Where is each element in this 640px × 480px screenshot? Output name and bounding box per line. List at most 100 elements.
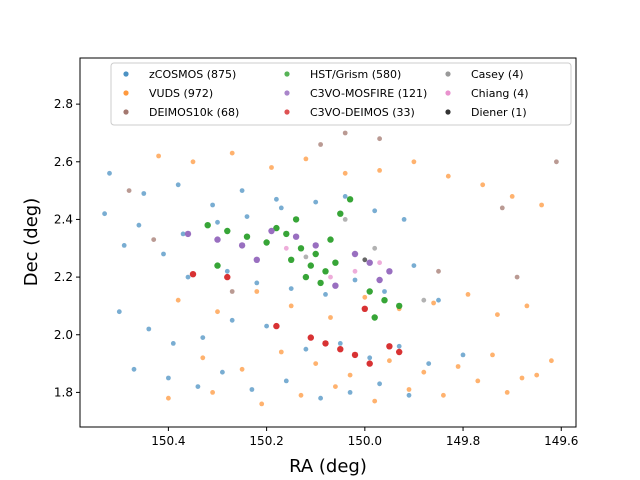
data-point xyxy=(441,392,446,398)
data-point xyxy=(475,378,481,384)
legend-entry: zCOSMOS (875) xyxy=(149,68,236,81)
data-point xyxy=(351,250,359,258)
data-point xyxy=(504,390,510,395)
data-point xyxy=(298,392,304,398)
data-point xyxy=(116,309,122,315)
data-point xyxy=(372,208,378,214)
legend-marker xyxy=(284,71,290,77)
data-point xyxy=(372,398,378,404)
data-point xyxy=(239,188,245,194)
data-point xyxy=(539,202,544,208)
data-point xyxy=(229,317,235,323)
data-point xyxy=(499,205,505,211)
data-point xyxy=(411,159,417,165)
data-point xyxy=(170,341,176,346)
data-point xyxy=(102,211,107,217)
data-point xyxy=(317,279,324,287)
data-point xyxy=(495,312,500,317)
data-point xyxy=(460,352,466,358)
data-point xyxy=(303,346,309,352)
legend-box xyxy=(110,62,572,126)
data-point xyxy=(361,305,368,312)
legend-marker xyxy=(123,90,129,96)
data-point xyxy=(323,292,328,297)
data-point xyxy=(131,366,137,372)
data-point xyxy=(337,346,344,353)
legend-entry: DEIMOS10k (68) xyxy=(149,106,239,119)
data-point xyxy=(313,361,319,366)
data-point xyxy=(396,343,402,349)
data-point xyxy=(490,352,495,358)
data-point xyxy=(215,309,220,315)
x-tick-label: 149.6 xyxy=(544,434,578,448)
data-point xyxy=(377,381,382,387)
data-point xyxy=(342,130,348,136)
data-point xyxy=(307,262,314,269)
data-point xyxy=(249,387,255,392)
data-point xyxy=(342,194,348,199)
plot-area xyxy=(102,130,559,407)
data-point xyxy=(431,300,436,306)
data-point xyxy=(224,268,230,274)
data-point xyxy=(215,219,220,225)
data-point xyxy=(278,349,284,355)
data-point xyxy=(318,142,323,147)
data-point xyxy=(273,224,280,232)
y-axis-ticks: 1.8 2.0 2.2 2.4 2.6 2.8 xyxy=(54,97,80,399)
legend-marker xyxy=(123,109,129,115)
data-point xyxy=(480,182,486,188)
data-point xyxy=(259,401,265,407)
legend-entry: C3VO-DEIMOS (33) xyxy=(310,106,415,119)
data-point xyxy=(524,303,530,309)
x-tick-label: 150.0 xyxy=(348,434,382,448)
data-point xyxy=(436,268,441,274)
data-point xyxy=(297,245,305,252)
data-point xyxy=(292,216,300,223)
data-point xyxy=(421,369,427,375)
legend-entry: Diener (1) xyxy=(471,106,527,119)
x-axis-ticks: 150.4 150.2 150.0 149.8 149.6 xyxy=(151,427,578,448)
data-point xyxy=(352,268,358,274)
data-point xyxy=(136,222,142,228)
data-point xyxy=(292,233,300,240)
data-point xyxy=(283,230,290,238)
data-point xyxy=(332,282,339,289)
data-point xyxy=(151,237,157,243)
data-point xyxy=(549,358,554,364)
data-point xyxy=(126,188,132,194)
data-point xyxy=(238,242,246,249)
data-point xyxy=(328,315,333,320)
x-tick-label: 150.2 xyxy=(249,434,283,448)
data-point xyxy=(303,254,309,260)
data-point xyxy=(184,230,192,238)
data-point xyxy=(377,136,382,142)
data-point xyxy=(381,297,388,304)
data-point xyxy=(185,274,191,280)
data-point xyxy=(351,351,359,359)
data-point xyxy=(322,340,329,347)
y-tick-label: 2.0 xyxy=(54,328,73,342)
data-point xyxy=(195,384,201,389)
legend-entry: Chiang (4) xyxy=(471,87,528,100)
data-point xyxy=(166,395,171,401)
data-point xyxy=(288,303,294,309)
data-point xyxy=(166,375,171,381)
data-point xyxy=(269,165,274,170)
data-point xyxy=(411,263,417,268)
data-point xyxy=(224,227,231,235)
data-point xyxy=(342,170,348,176)
data-point xyxy=(244,214,250,220)
legend-marker xyxy=(445,109,451,115)
data-point xyxy=(253,256,260,263)
data-point xyxy=(445,173,451,179)
data-point xyxy=(406,392,412,398)
data-point xyxy=(224,273,231,281)
data-point xyxy=(239,366,245,372)
data-point xyxy=(214,236,221,243)
data-point xyxy=(401,217,407,222)
data-point xyxy=(175,297,181,303)
data-point xyxy=(268,227,275,235)
x-tick-label: 150.4 xyxy=(151,434,185,448)
data-point xyxy=(190,159,196,165)
data-point xyxy=(180,231,186,237)
